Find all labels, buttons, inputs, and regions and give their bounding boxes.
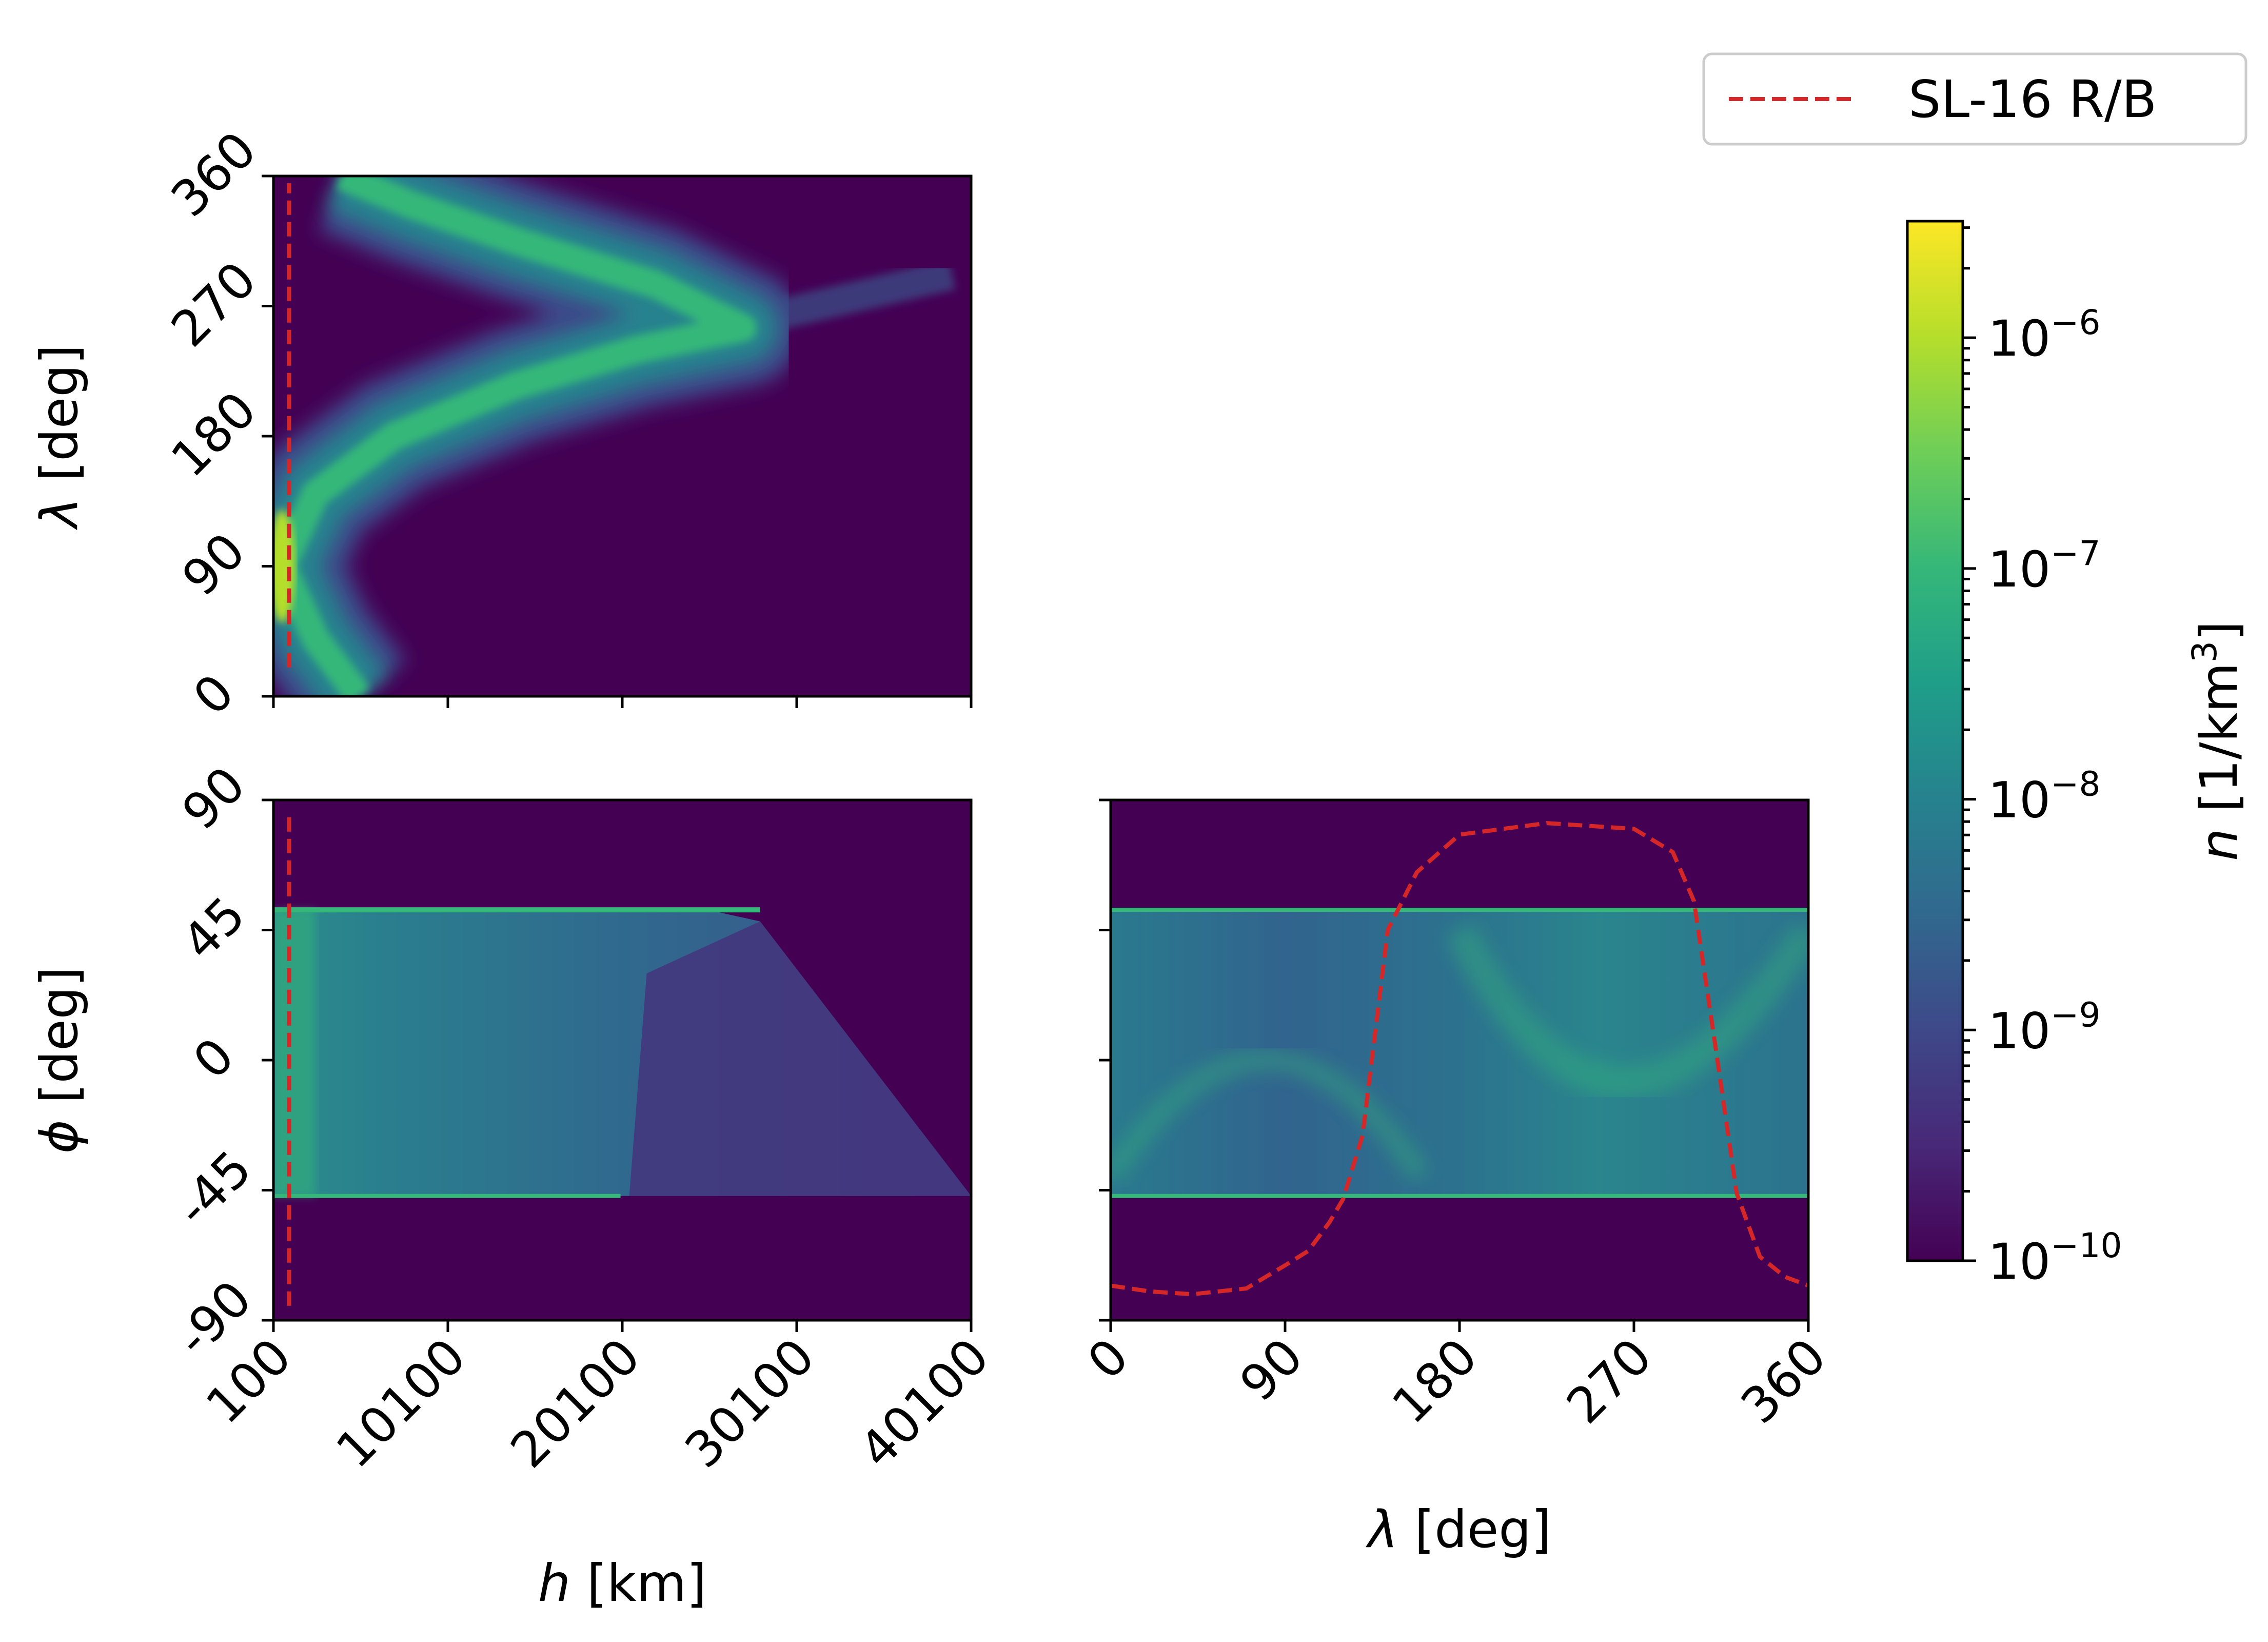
colorbar: 10−10 10−9 10−8 10−7 10−6 n [1/km3] bbox=[1906, 220, 2249, 1291]
x-tick-label: 10100 bbox=[325, 1327, 477, 1479]
panel-h-vs-lambda: 0 90 180 270 360 λ [deg] bbox=[29, 121, 973, 726]
sparse-region bbox=[629, 921, 971, 1196]
x-tick-label: 40100 bbox=[849, 1327, 1000, 1479]
colorbar-tick-label: 10−7 bbox=[1988, 534, 2100, 598]
x-tick-label: 0 bbox=[1077, 1327, 1139, 1390]
colorbar-frame bbox=[1906, 220, 1964, 1262]
density-arc bbox=[1446, 922, 1808, 1098]
x-axis-label-lambda: λ [deg] bbox=[1365, 1499, 1551, 1559]
low-altitude-band bbox=[273, 910, 315, 1196]
y-tick-label: 180 bbox=[160, 381, 267, 488]
x-tick-label: 270 bbox=[1556, 1327, 1663, 1435]
y-tick-label: -45 bbox=[165, 1140, 263, 1237]
y-tick-label: 270 bbox=[160, 251, 267, 358]
y-tick-label: 45 bbox=[171, 886, 257, 971]
y-tick-label: 0 bbox=[182, 663, 245, 726]
density-arc bbox=[1111, 1050, 1430, 1182]
sl16-track-line bbox=[1111, 821, 1808, 1297]
legend-label: SL-16 R/B bbox=[1908, 69, 2157, 129]
legend-box bbox=[1702, 52, 2247, 146]
y-tick-label: 0 bbox=[182, 1027, 245, 1089]
panel-lambda-vs-phi: 0 90 180 270 360 λ [deg] bbox=[1077, 798, 1838, 1559]
colorbar-tick-label: 10−10 bbox=[1988, 1226, 2122, 1291]
legend: SL-16 R/B bbox=[1702, 52, 2247, 146]
y-tick-label: 90 bbox=[171, 522, 257, 607]
colorbar-tick-label: 10−6 bbox=[1988, 303, 2100, 367]
x-tick-label: 180 bbox=[1382, 1327, 1489, 1435]
x-axis-label-h: h [km] bbox=[538, 1553, 707, 1613]
x-tick-label: 20100 bbox=[500, 1327, 651, 1479]
colorbar-gradient bbox=[1907, 221, 1963, 1261]
y-tick-label: 360 bbox=[160, 121, 267, 228]
x-tick-label: 90 bbox=[1229, 1327, 1314, 1413]
colorbar-tick-label: 10−8 bbox=[1988, 765, 2100, 829]
colorbar-tick-label: 10−9 bbox=[1988, 995, 2100, 1060]
y-tick-label: 90 bbox=[171, 756, 257, 841]
x-tick-label: 30100 bbox=[674, 1327, 825, 1479]
x-tick-label: 360 bbox=[1730, 1327, 1838, 1435]
colorbar-label: n [1/km3] bbox=[2185, 621, 2249, 861]
y-axis-label-lambda: λ [deg] bbox=[29, 344, 89, 530]
y-axis-label-phi: ϕ [deg] bbox=[29, 967, 89, 1154]
